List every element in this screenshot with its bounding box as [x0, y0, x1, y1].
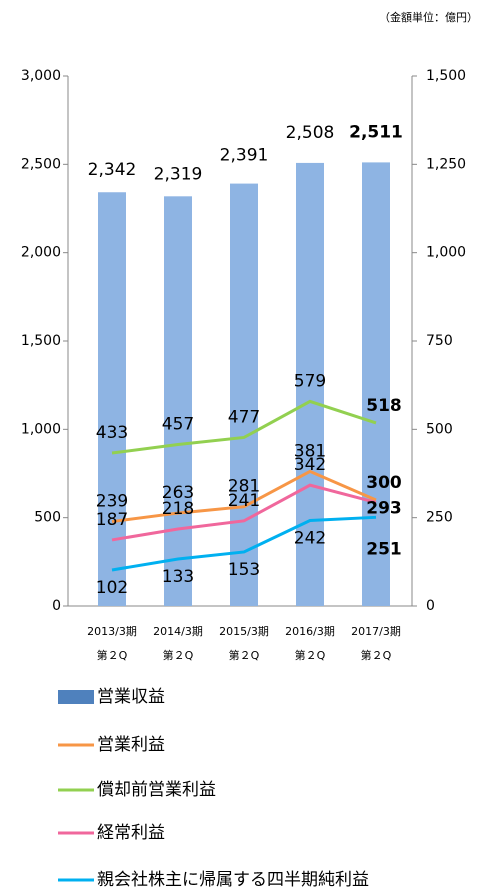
- x-tick-label: 第２Q: [361, 648, 392, 662]
- x-tick-label: 2017/3期: [351, 625, 401, 638]
- line-label: 342: [294, 455, 326, 475]
- line-label: 242: [294, 528, 326, 548]
- line-label: 218: [162, 499, 194, 519]
- line-label: 241: [228, 491, 260, 511]
- line-label: 263: [162, 483, 194, 503]
- line-label: 133: [162, 567, 194, 587]
- y2-tick-label: 1,000: [426, 245, 466, 261]
- line-label: 477: [228, 407, 260, 427]
- line-label: 457: [162, 415, 194, 435]
- y2-tick-label: 1,500: [426, 68, 466, 84]
- bar-label: 2,391: [220, 146, 269, 166]
- y2-tick-label: 750: [426, 333, 453, 349]
- line: [111, 483, 377, 542]
- y-tick-label: 2,000: [21, 245, 61, 261]
- bar: [362, 162, 390, 606]
- line-label: 381: [294, 441, 326, 461]
- line-label: 102: [96, 578, 128, 598]
- bar-label: 2,342: [88, 160, 137, 180]
- line-label: 300: [366, 473, 402, 493]
- x-tick-label: 2013/3期: [87, 625, 137, 638]
- x-tick-label: 第２Q: [163, 648, 194, 662]
- line-label: 518: [366, 396, 402, 416]
- x-tick-label: 2016/3期: [285, 625, 335, 638]
- y2-tick-label: 1,250: [426, 156, 466, 172]
- line-label: 153: [228, 560, 260, 580]
- x-tick-label: 第２Q: [229, 648, 260, 662]
- line-label: 281: [228, 477, 260, 497]
- bar: [296, 162, 324, 607]
- y-tick-label: 0: [52, 598, 61, 614]
- line-label: 579: [294, 371, 326, 391]
- legend-label: 償却前営業利益: [97, 780, 216, 800]
- legend-label: 営業収益: [97, 687, 165, 707]
- line: [111, 399, 377, 455]
- bar: [164, 196, 192, 606]
- y-tick-label: 2,500: [21, 156, 61, 172]
- legend-label: 経常利益: [97, 823, 165, 843]
- bar: [230, 183, 258, 606]
- y-tick-label: 500: [34, 510, 61, 526]
- y2-tick-label: 0: [426, 598, 435, 614]
- legend-label: 営業利益: [97, 735, 165, 755]
- line-label: 187: [96, 510, 128, 530]
- line: [111, 515, 377, 572]
- y-tick-label: 3,000: [21, 68, 61, 84]
- legend-label: 親会社株主に帰属する四半期純利益: [97, 870, 369, 889]
- y2-tick-label: 250: [426, 510, 453, 526]
- y2-tick-label: 500: [426, 421, 453, 437]
- bar-label: 2,508: [286, 123, 335, 143]
- bar-label: 2,319: [154, 164, 203, 184]
- line-label: 239: [96, 492, 128, 512]
- line: [111, 469, 377, 524]
- x-tick-label: 2015/3期: [219, 625, 269, 638]
- x-tick-label: 第２Q: [97, 648, 128, 662]
- x-tick-label: 2014/3期: [153, 625, 203, 638]
- line-label: 433: [96, 423, 128, 443]
- line-label: 293: [366, 498, 402, 518]
- bar-label: 2,511: [349, 122, 403, 142]
- x-tick-label: 第２Q: [295, 648, 326, 662]
- legend-swatch: [58, 690, 94, 704]
- y-tick-label: 1,000: [21, 421, 61, 437]
- line-label: 251: [366, 539, 402, 559]
- bar: [98, 192, 126, 606]
- y-tick-label: 1,500: [21, 333, 61, 349]
- unit-note: （金額単位：億円）: [379, 10, 478, 24]
